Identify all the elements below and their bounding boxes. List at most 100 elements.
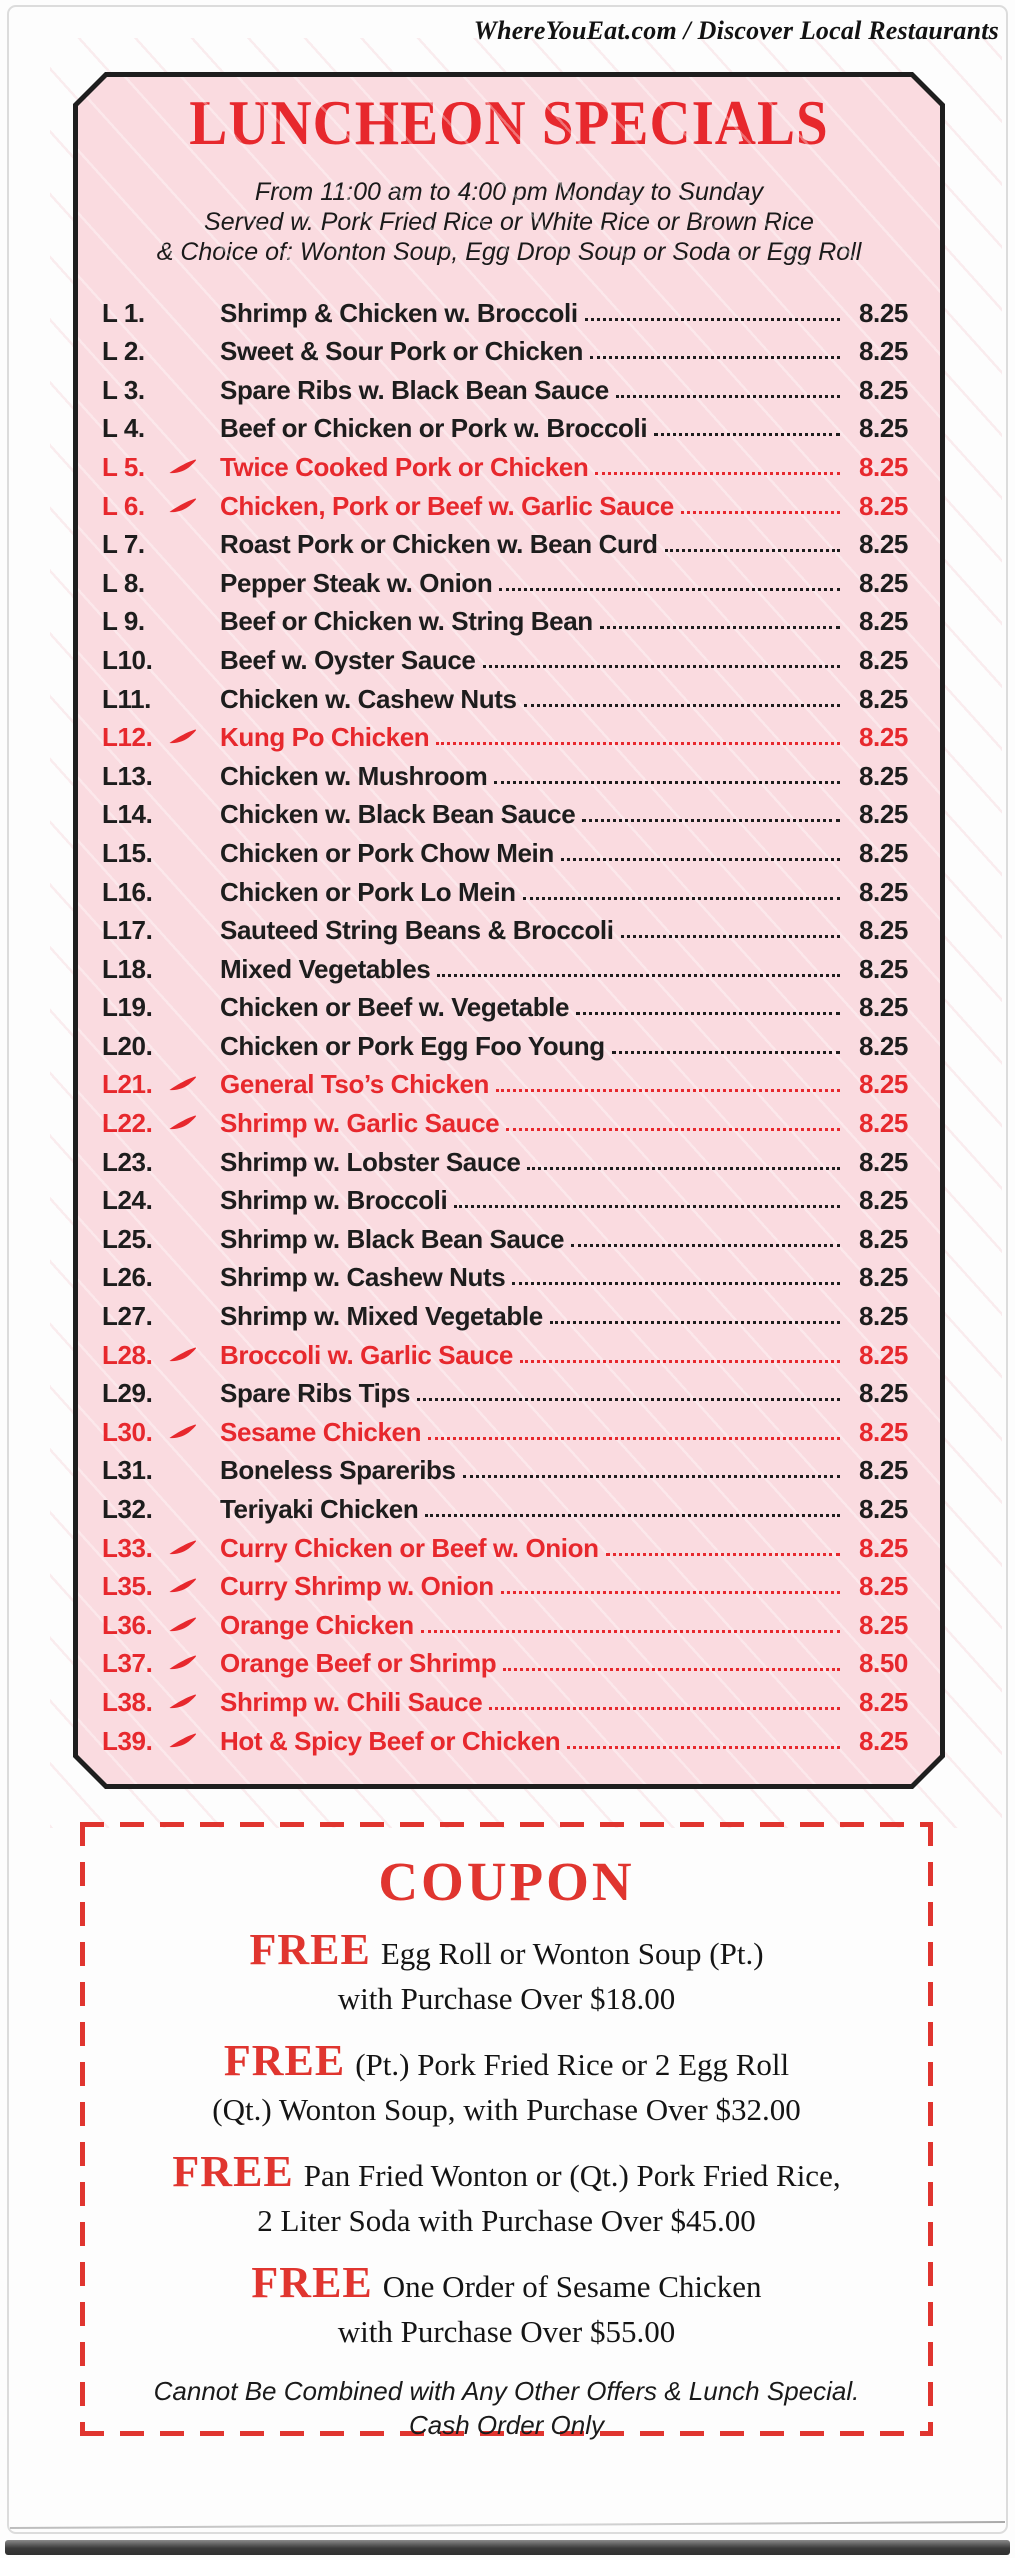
chili-pepper-icon [164, 1447, 220, 1486]
chili-pepper-icon [164, 1292, 220, 1331]
scan-shadow-bar [5, 2540, 1010, 2555]
coupon-offer: FREE Pan Fried Wonton or (Qt.) Pork Fried… [80, 2149, 933, 2243]
item-name: Shrimp w. Chili Sauce [220, 1686, 483, 1717]
item-price: 8.25 [858, 992, 908, 1023]
menu-item-row: L37. Orange Beef or Shrimp 8.50 [102, 1640, 908, 1679]
chili-pepper-icon [164, 636, 220, 675]
item-number: L10. [102, 644, 153, 675]
dot-leader [600, 626, 840, 629]
item-price: 8.25 [858, 1378, 908, 1409]
chili-pepper-icon [164, 1099, 220, 1138]
chili-pepper-icon [164, 1254, 220, 1293]
coupon-offer: FREE One Order of Sesame Chicken with Pur… [80, 2260, 933, 2354]
menu-item-row: L15. Chicken or Pork Chow Mein 8.25 [102, 829, 908, 868]
item-name: Chicken, Pork or Beef w. Garlic Sauce [220, 490, 674, 521]
chili-pepper-icon [164, 829, 220, 868]
item-price: 8.25 [858, 837, 908, 868]
item-name: Sesame Chicken [220, 1416, 422, 1447]
item-name: Orange Beef or Shrimp [220, 1648, 497, 1679]
menu-item-row: L 9. Beef or Chicken w. String Bean 8.25 [102, 598, 908, 637]
coupon-offer: FREE Egg Roll or Wonton Soup (Pt.) with P… [80, 1927, 933, 2021]
dot-leader [621, 935, 840, 938]
menu-item-row: L 6. Chicken, Pork or Beef w. Garlic Sau… [102, 482, 908, 521]
item-number: L15. [102, 837, 153, 868]
luncheon-specials-panel-bg: LUNCHEON SPECIALS From 11:00 am to 4:00 … [78, 77, 940, 1784]
dot-leader [595, 472, 840, 475]
menu-item-row: L 2. Sweet & Sour Pork or Chicken 8.25 [102, 328, 908, 367]
chili-pepper-icon [164, 443, 220, 482]
chili-pepper-icon [164, 791, 220, 830]
menu-item-row: L18. Mixed Vegetables 8.25 [102, 945, 908, 984]
offer-line-2: (Qt.) Wonton Soup, with Purchase Over $3… [212, 2092, 801, 2127]
item-price: 8.25 [858, 683, 908, 714]
chili-pepper-icon [164, 1215, 220, 1254]
menu-item-row: L 1. Shrimp & Chicken w. Broccoli 8.25 [102, 289, 908, 328]
item-price: 8.25 [858, 876, 908, 907]
item-name: Spare Ribs Tips [220, 1378, 411, 1409]
item-price: 8.25 [858, 1609, 908, 1640]
menu-item-row: L20. Chicken or Pork Egg Foo Young 8.25 [102, 1022, 908, 1061]
menu-subtitle: From 11:00 am to 4:00 pm Monday to Sunda… [78, 177, 940, 267]
item-number: L 1. [102, 297, 145, 328]
offer-line-1: FREE Pan Fried Wonton or (Qt.) Pork Fried… [80, 2149, 933, 2198]
chili-pepper-icon [164, 1408, 220, 1447]
chili-pepper-icon [164, 1177, 220, 1216]
dot-leader [503, 1668, 840, 1671]
chili-pepper-icon [164, 405, 220, 444]
chili-pepper-icon [164, 1022, 220, 1061]
offer-line-2: 2 Liter Soda with Purchase Over $45.00 [257, 2203, 756, 2238]
item-price: 8.25 [858, 374, 908, 405]
chili-pepper-icon [164, 1717, 220, 1756]
item-price: 8.25 [858, 336, 908, 367]
item-name: Pepper Steak w. Onion [220, 567, 493, 598]
item-number: L20. [102, 1030, 153, 1061]
offer-line-1: FREE Egg Roll or Wonton Soup (Pt.) [80, 1927, 933, 1976]
free-label: FREE [172, 2147, 294, 2196]
item-name: Chicken or Pork Chow Mein [220, 837, 554, 868]
dot-leader [561, 858, 840, 861]
dot-leader [567, 1746, 840, 1749]
item-price: 8.25 [858, 567, 908, 598]
item-name: Shrimp w. Garlic Sauce [220, 1108, 500, 1139]
menu-item-row: L30. Sesame Chicken 8.25 [102, 1408, 908, 1447]
dot-leader [681, 511, 840, 514]
item-name: Broccoli w. Garlic Sauce [220, 1339, 513, 1370]
item-number: L24. [102, 1185, 153, 1216]
item-name: Mixed Vegetables [220, 953, 431, 984]
item-price: 8.25 [858, 644, 908, 675]
dot-leader [585, 318, 840, 321]
item-number: L26. [102, 1262, 153, 1293]
chili-pepper-icon [164, 1601, 220, 1640]
item-number: L12. [102, 722, 153, 753]
free-label: FREE [223, 2036, 346, 2085]
item-price: 8.25 [858, 1030, 908, 1061]
item-name: Chicken or Beef w. Vegetable [220, 992, 570, 1023]
item-number: L29. [102, 1378, 153, 1409]
menu-item-row: L21. General Tso’s Chicken 8.25 [102, 1061, 908, 1100]
chili-pepper-icon [164, 1524, 220, 1563]
coupon-box: COUPON FREE Egg Roll or Wonton Soup (Pt.)… [80, 1822, 933, 2440]
item-number: L27. [102, 1301, 153, 1332]
item-number: L 9. [102, 606, 145, 637]
chili-pepper-icon [164, 366, 220, 405]
item-price: 8.25 [858, 1301, 908, 1332]
dot-leader [437, 974, 840, 977]
dot-leader [582, 819, 840, 822]
item-number: L 7. [102, 529, 145, 560]
item-name: Sweet & Sour Pork or Chicken [220, 336, 584, 367]
dot-leader [612, 1051, 840, 1054]
item-price: 8.25 [858, 1455, 908, 1486]
menu-item-row: L17. Sauteed String Beans & Broccoli 8.2… [102, 907, 908, 946]
menu-item-row: L 5. Twice Cooked Pork or Chicken 8.25 [102, 443, 908, 482]
dot-leader [616, 395, 840, 398]
coupon-title: COUPON [378, 1851, 635, 1912]
offer-text: (Pt.) Pork Fried Rice or 2 Egg Roll [355, 2047, 790, 2082]
coupon-note-1: Cannot Be Combined with Any Other Offers… [153, 2376, 860, 2406]
item-number: L33. [102, 1532, 153, 1563]
dot-leader [527, 1167, 840, 1170]
chili-pepper-icon [164, 328, 220, 367]
menu-item-row: L24. Shrimp w. Broccoli 8.25 [102, 1177, 908, 1216]
item-price: 8.25 [858, 297, 908, 328]
dot-leader [524, 704, 840, 707]
